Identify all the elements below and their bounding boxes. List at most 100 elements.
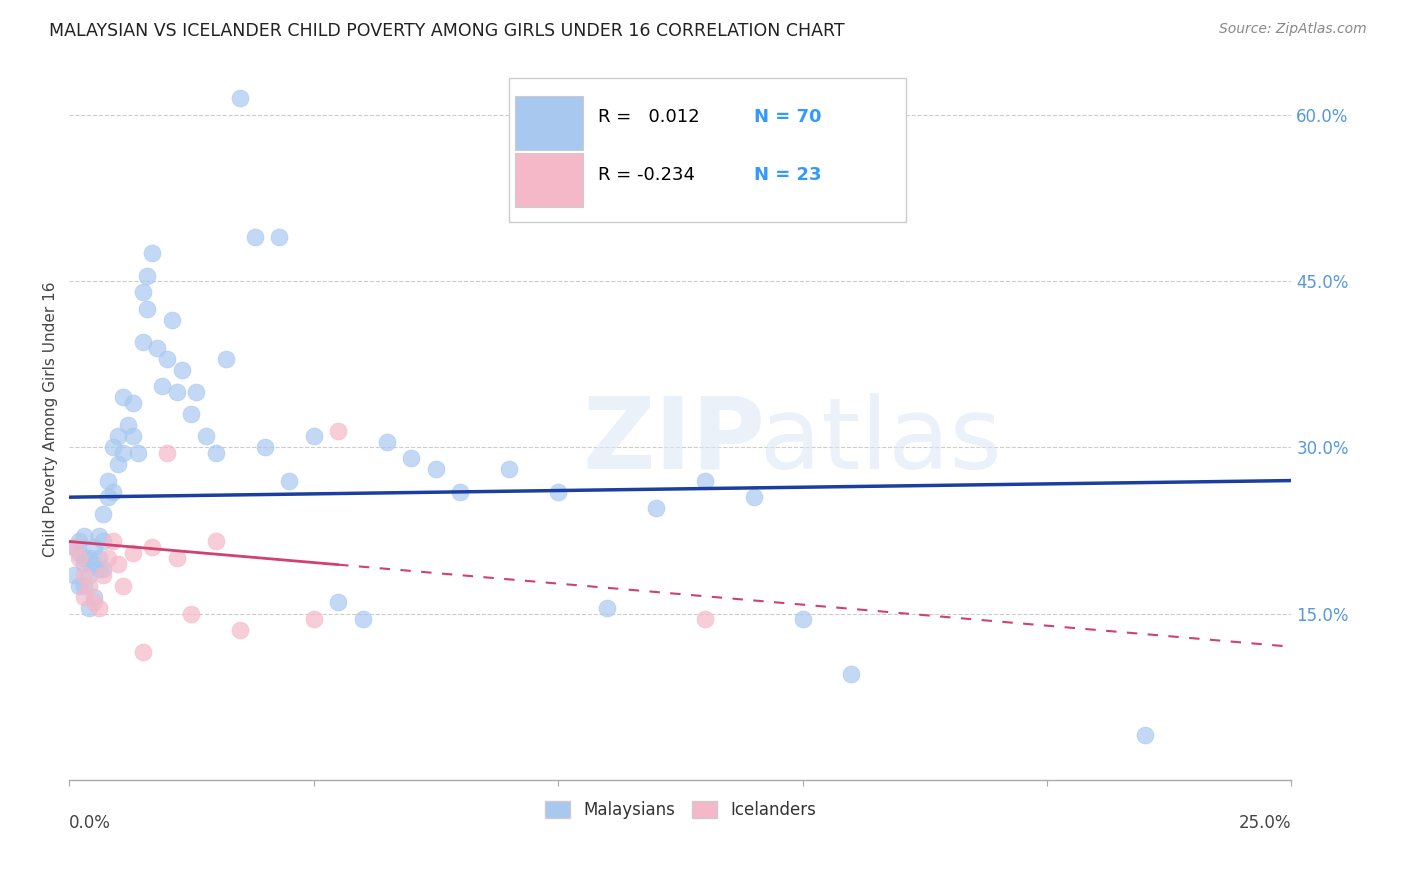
Point (87, 562, 110, 576)
Point (156, 446, 179, 460)
Point (87, 601, 110, 615)
Point (73, 567, 96, 582)
Text: N = 70: N = 70 (754, 108, 821, 126)
Point (67, 545, 90, 559)
Point (83, 590, 105, 604)
Point (63, 540, 86, 554)
Point (77, 551, 100, 566)
Point (111, 579, 134, 593)
Point (77, 579, 100, 593)
Point (83, 557, 105, 571)
Point (63, 540, 86, 554)
Point (1133, 728, 1156, 742)
Point (131, 645, 153, 659)
Point (498, 462, 520, 476)
Text: R = -0.234: R = -0.234 (599, 166, 696, 184)
Point (269, 230, 291, 244)
Point (121, 545, 143, 559)
Point (253, 440, 276, 454)
Point (93, 534, 115, 549)
Point (841, 667, 863, 681)
Text: atlas: atlas (759, 392, 1001, 490)
Point (93, 567, 115, 582)
Point (141, 540, 163, 554)
Text: ZIP: ZIP (582, 392, 765, 490)
Point (103, 440, 125, 454)
Point (93, 507, 115, 521)
Point (87, 529, 110, 543)
Point (160, 313, 183, 327)
Point (693, 474, 716, 488)
Point (302, 612, 325, 626)
Point (425, 462, 447, 476)
Point (73, 590, 96, 604)
Text: N = 23: N = 23 (754, 166, 821, 184)
Point (166, 551, 188, 566)
Point (401, 451, 423, 466)
Point (136, 301, 159, 316)
Point (67, 534, 90, 549)
Point (131, 335, 153, 350)
Point (136, 268, 159, 283)
Point (352, 612, 374, 626)
Point (111, 446, 134, 460)
Point (73, 579, 96, 593)
Text: 25.0%: 25.0% (1239, 814, 1292, 832)
Point (107, 457, 129, 471)
Point (792, 612, 814, 626)
Point (111, 391, 134, 405)
Point (243, 230, 266, 244)
Point (73, 551, 96, 566)
Point (83, 595, 105, 609)
Point (186, 384, 208, 399)
Y-axis label: Child Poverty Among Girls Under 16: Child Poverty Among Girls Under 16 (44, 282, 58, 558)
FancyBboxPatch shape (516, 153, 582, 207)
Point (121, 396, 143, 410)
Text: MALAYSIAN VS ICELANDER CHILD POVERTY AMONG GIRLS UNDER 16 CORRELATION CHART: MALAYSIAN VS ICELANDER CHILD POVERTY AMO… (49, 22, 845, 40)
Point (141, 246, 163, 260)
Point (150, 379, 173, 393)
Point (180, 607, 202, 621)
Point (326, 424, 349, 438)
Text: 0.0%: 0.0% (69, 814, 111, 832)
Point (73, 557, 96, 571)
Point (107, 557, 129, 571)
Point (67, 579, 90, 593)
Point (596, 601, 619, 615)
Point (107, 429, 129, 443)
Point (205, 446, 228, 460)
Point (693, 612, 716, 626)
FancyBboxPatch shape (509, 78, 907, 221)
Point (87, 551, 110, 566)
Point (117, 418, 139, 433)
Text: Source: ZipAtlas.com: Source: ZipAtlas.com (1219, 22, 1367, 37)
Point (67, 551, 90, 566)
Point (146, 341, 169, 355)
Point (131, 285, 153, 300)
Point (195, 429, 218, 443)
Legend: Malaysians, Icelanders: Malaysians, Icelanders (538, 794, 823, 825)
Point (170, 363, 193, 377)
Point (229, 623, 252, 637)
Point (83, 540, 105, 554)
Point (97, 551, 120, 566)
Point (375, 434, 398, 449)
Point (77, 567, 100, 582)
Point (166, 384, 188, 399)
Point (103, 484, 125, 499)
Point (97, 474, 120, 488)
Point (121, 429, 143, 443)
Point (156, 351, 179, 366)
Text: R =   0.012: R = 0.012 (599, 108, 700, 126)
Point (63, 567, 86, 582)
Point (215, 351, 238, 366)
Point (278, 474, 301, 488)
Point (742, 490, 765, 504)
Point (93, 562, 115, 576)
Point (449, 484, 471, 499)
Point (229, 91, 252, 105)
Point (77, 601, 100, 615)
FancyBboxPatch shape (516, 95, 582, 150)
Point (73, 529, 96, 543)
Point (180, 407, 202, 421)
